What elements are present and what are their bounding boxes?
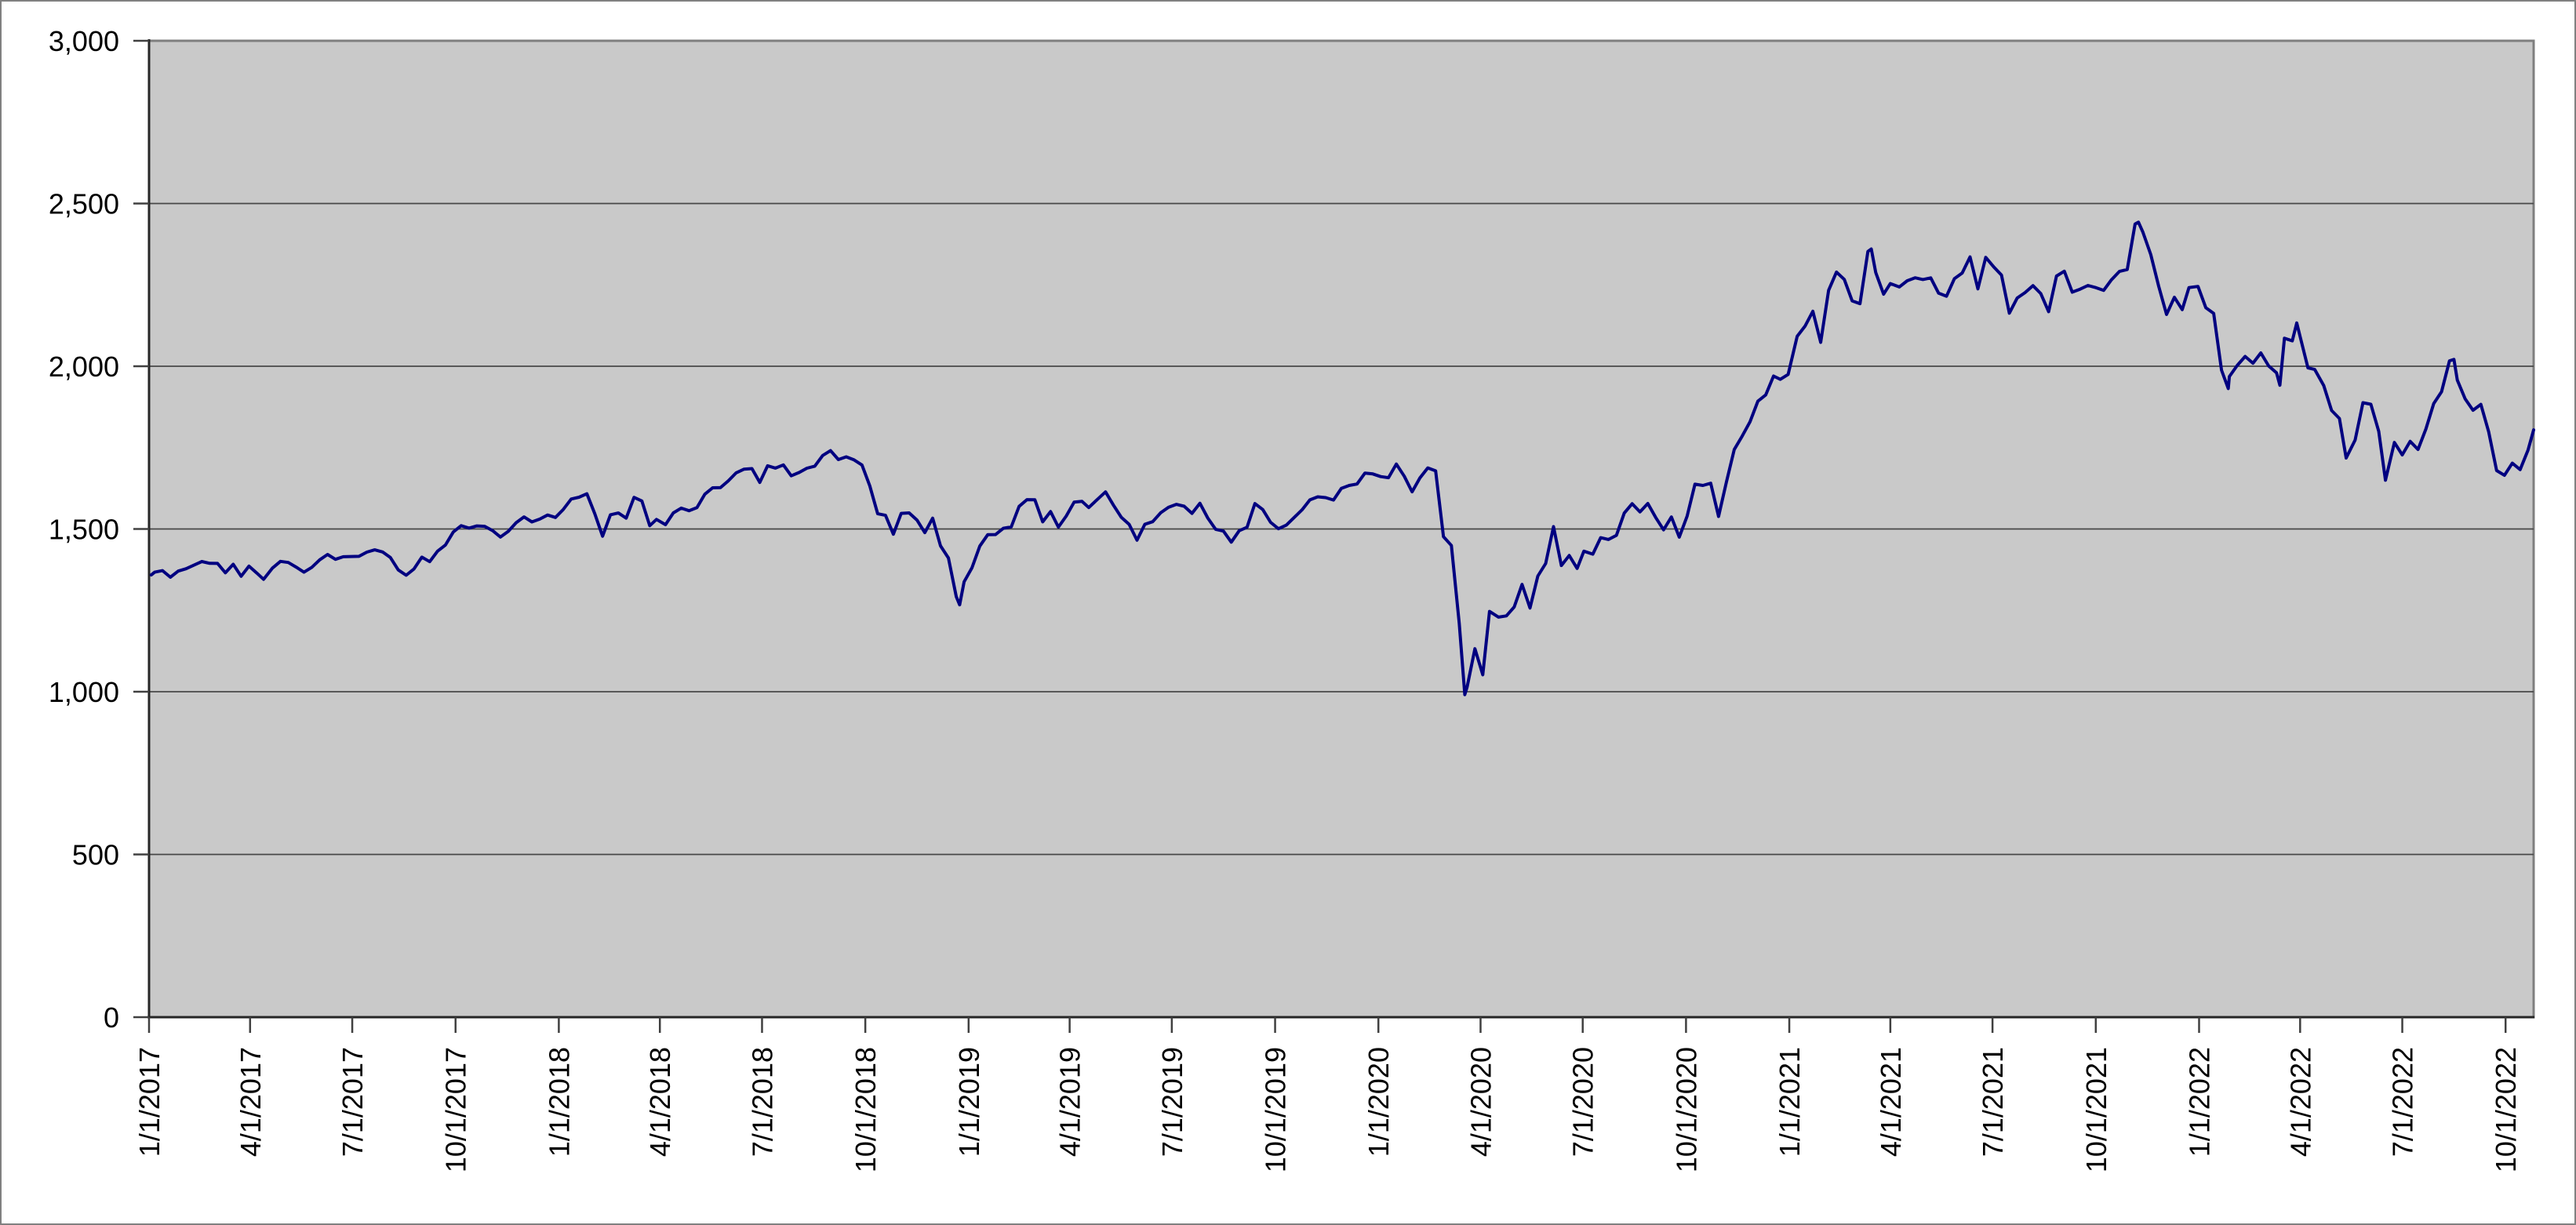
x-axis-label: 7/1/2020 xyxy=(1567,1047,1599,1157)
x-axis-label: 10/1/2019 xyxy=(1260,1047,1292,1172)
y-axis-label: 1,500 xyxy=(49,514,119,546)
x-axis-label: 10/1/2022 xyxy=(2490,1047,2522,1172)
y-axis-label: 500 xyxy=(72,839,119,871)
y-axis-label: 2,000 xyxy=(49,351,119,383)
x-axis-label: 7/1/2017 xyxy=(337,1047,369,1157)
x-axis-label: 4/1/2019 xyxy=(1054,1047,1086,1157)
y-axis-label: 3,000 xyxy=(49,25,119,57)
x-axis-label: 10/1/2018 xyxy=(850,1047,882,1172)
x-axis-label: 10/1/2017 xyxy=(440,1047,472,1172)
x-axis-label: 7/1/2022 xyxy=(2387,1047,2419,1157)
x-axis-label: 1/1/2017 xyxy=(133,1047,166,1157)
x-axis-label: 1/1/2022 xyxy=(2183,1047,2215,1157)
y-axis-label: 2,500 xyxy=(49,188,119,220)
x-axis-label: 7/1/2019 xyxy=(1156,1047,1188,1157)
x-axis-label: 4/1/2017 xyxy=(235,1047,267,1157)
y-axis-label: 0 xyxy=(104,1001,119,1034)
data-series-line-1 xyxy=(149,220,2535,696)
x-axis-label: 10/1/2021 xyxy=(2080,1047,2112,1172)
y-axis-label: 1,000 xyxy=(49,676,119,708)
x-axis-label: 4/1/2020 xyxy=(1464,1047,1497,1157)
x-axis-label: 1/1/2021 xyxy=(1774,1047,1806,1157)
x-axis-label: 4/1/2022 xyxy=(2284,1047,2316,1157)
x-axis-label: 1/1/2020 xyxy=(1363,1047,1395,1157)
x-axis-label: 10/1/2020 xyxy=(1670,1047,1702,1172)
x-axis-label: 4/1/2021 xyxy=(1875,1047,1907,1157)
x-axis-label: 1/1/2018 xyxy=(543,1047,575,1157)
x-axis-label: 7/1/2018 xyxy=(746,1047,778,1157)
x-axis-label: 7/1/2021 xyxy=(1977,1047,2009,1157)
x-axis-label: 1/1/2019 xyxy=(953,1047,985,1157)
x-axis-label: 4/1/2018 xyxy=(644,1047,676,1157)
